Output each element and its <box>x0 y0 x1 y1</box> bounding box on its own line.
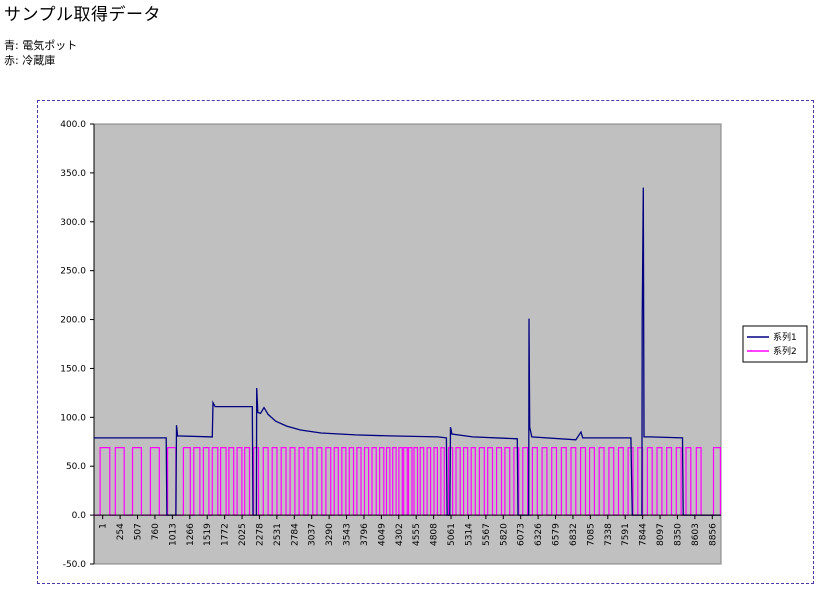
x-tick-label: 4049 <box>377 523 387 546</box>
y-tick-label: 150.0 <box>60 364 86 374</box>
x-tick-label: 5567 <box>482 523 492 546</box>
x-tick-label: 7844 <box>639 523 649 546</box>
x-tick-label: 7591 <box>621 523 631 546</box>
x-tick-label: 8350 <box>674 523 684 546</box>
x-tick-label: 2784 <box>290 523 300 546</box>
y-tick-label: 0.0 <box>72 511 87 521</box>
page-title: サンプル取得データ <box>4 5 161 25</box>
y-tick-label: 350.0 <box>60 169 86 179</box>
x-tick-label: 6326 <box>534 523 544 546</box>
series-note-blue: 青: 電気ポット <box>4 39 78 52</box>
x-tick-label: 2025 <box>238 523 248 546</box>
x-tick-label: 3037 <box>308 523 318 546</box>
x-tick-label: 4555 <box>412 523 422 546</box>
series-note-red: 赤: 冷蔵庫 <box>4 54 56 67</box>
x-tick-label: 3543 <box>343 523 353 546</box>
x-tick-label: 1 <box>99 523 109 529</box>
x-tick-label: 760 <box>151 523 161 540</box>
y-tick-label: 300.0 <box>60 218 86 228</box>
x-tick-label: 1519 <box>203 523 213 546</box>
x-tick-label: 8856 <box>708 523 718 546</box>
legend-label: 系列2 <box>773 345 797 357</box>
x-tick-label: 6579 <box>552 523 562 546</box>
legend-box <box>742 325 808 363</box>
y-tick-label: 50.0 <box>66 462 86 472</box>
y-tick-label: 200.0 <box>60 316 86 326</box>
legend-label: 系列1 <box>773 331 797 343</box>
x-tick-label: 507 <box>134 523 144 540</box>
x-tick-label: 3290 <box>325 523 335 546</box>
x-tick-label: 5314 <box>465 523 475 546</box>
x-tick-label: 6832 <box>569 523 579 546</box>
x-tick-label: 254 <box>116 523 126 540</box>
y-tick-label: -50.0 <box>63 560 87 570</box>
x-tick-label: 8097 <box>656 523 666 546</box>
x-tick-label: 7085 <box>586 523 596 546</box>
x-tick-label: 5820 <box>499 523 509 546</box>
x-tick-label: 5061 <box>447 523 457 546</box>
x-tick-label: 4808 <box>430 523 440 546</box>
x-tick-label: 4302 <box>395 523 405 546</box>
x-tick-label: 6073 <box>517 523 527 546</box>
x-tick-label: 8603 <box>691 523 701 546</box>
y-tick-label: 400.0 <box>60 120 86 130</box>
x-tick-label: 7338 <box>604 523 614 546</box>
x-tick-label: 2531 <box>273 523 283 546</box>
x-tick-label: 1772 <box>221 523 231 546</box>
y-tick-label: 100.0 <box>60 413 86 423</box>
x-tick-label: 1013 <box>168 523 178 546</box>
y-tick-label: 250.0 <box>60 267 86 277</box>
x-tick-label: 2278 <box>256 523 266 546</box>
x-tick-label: 1266 <box>186 523 196 546</box>
x-tick-label: 3796 <box>360 523 370 546</box>
